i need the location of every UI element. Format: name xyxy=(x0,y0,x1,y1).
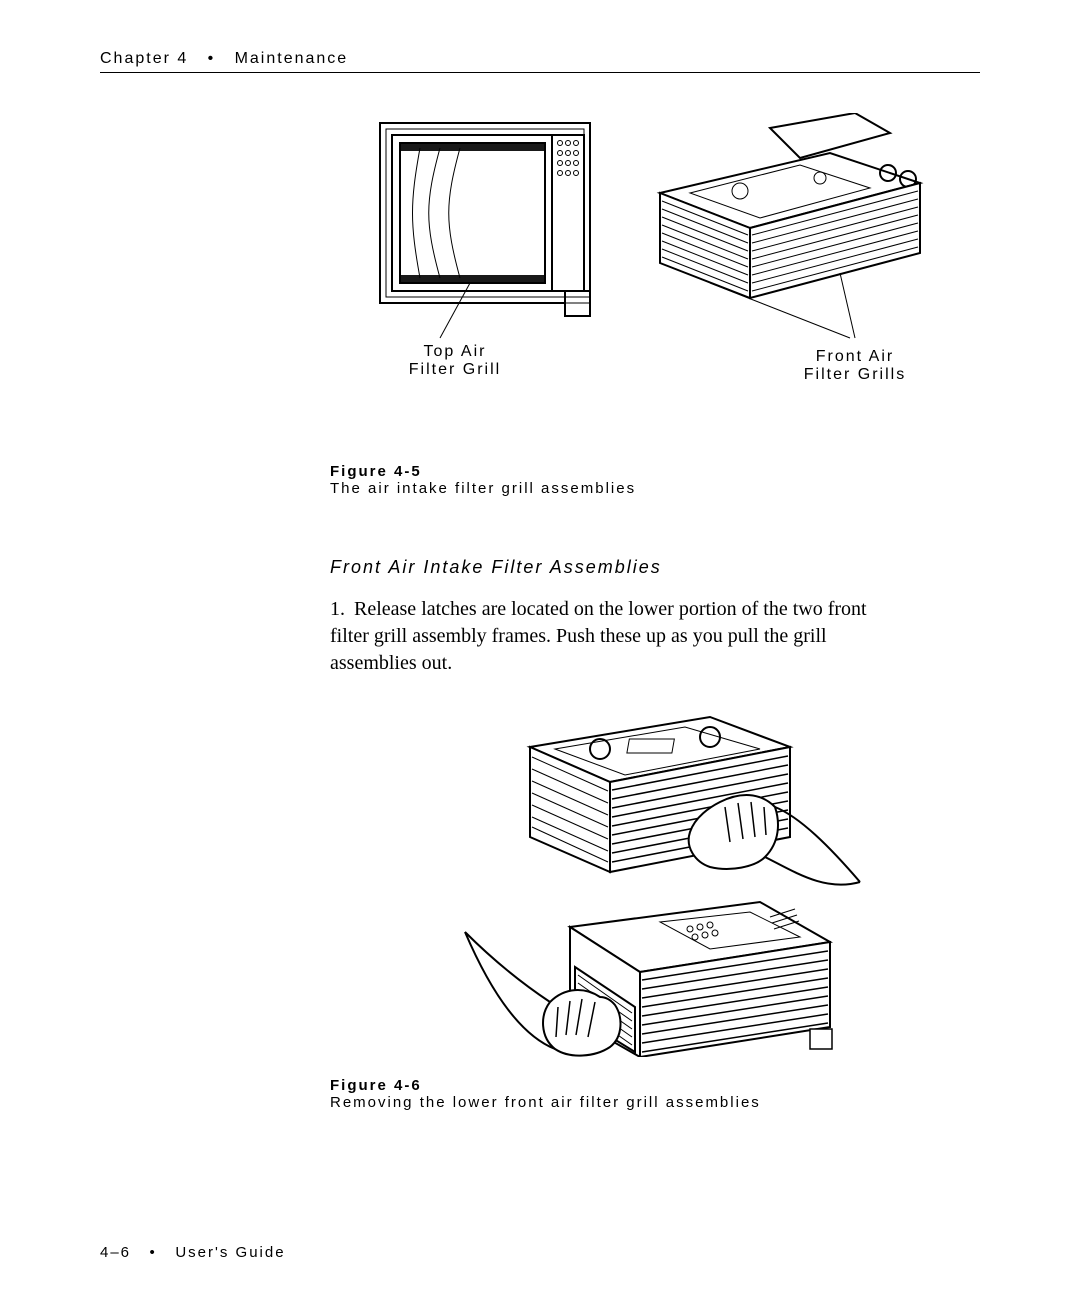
page-number: 4–6 xyxy=(100,1244,131,1261)
page: Chapter 4 • Maintenance xyxy=(0,0,1080,1311)
figure1-left-label-line1: Top Air xyxy=(375,343,535,361)
figure-4-6 xyxy=(330,707,980,1067)
figure-4-6-caption: Figure 4-6 Removing the lower front air … xyxy=(330,1077,980,1111)
figure1-left-label-line2: Filter Grill xyxy=(375,361,535,379)
instruction-number: 1. xyxy=(330,596,354,623)
header-separator: • xyxy=(208,50,216,67)
figure-4-6-svg xyxy=(460,707,890,1057)
figure-4-5-caption-text: The air intake filter grill assemblies xyxy=(330,480,980,497)
figure-4-5-caption: Figure 4-5 The air intake filter grill a… xyxy=(330,463,980,497)
instruction-text: Release latches are located on the lower… xyxy=(330,598,867,674)
chapter-title: Maintenance xyxy=(235,50,349,67)
header-rule xyxy=(100,72,980,73)
figure-4-5-caption-title: Figure 4-5 xyxy=(330,463,980,480)
chapter-label: Chapter 4 xyxy=(100,50,188,67)
figure1-right-label-line1: Front Air xyxy=(770,348,940,366)
figure-4-6-caption-text: Removing the lower front air filter gril… xyxy=(330,1094,980,1111)
figure-4-5-svg xyxy=(370,113,930,363)
figure-4-6-caption-title: Figure 4-6 xyxy=(330,1077,980,1094)
page-header: Chapter 4 • Maintenance xyxy=(100,50,980,68)
figure1-right-label: Front Air Filter Grills xyxy=(770,348,940,384)
figure-4-5: Top Air Filter Grill Front Air Filter Gr… xyxy=(330,113,970,433)
figure1-right-label-line2: Filter Grills xyxy=(770,366,940,384)
footer-separator: • xyxy=(150,1244,157,1261)
figure1-left-label: Top Air Filter Grill xyxy=(375,343,535,379)
page-footer: 4–6 • User's Guide xyxy=(100,1244,286,1261)
section-heading: Front Air Intake Filter Assemblies xyxy=(330,557,980,578)
guide-label: User's Guide xyxy=(175,1244,285,1261)
instruction-list: 1.Release latches are located on the low… xyxy=(330,596,900,677)
